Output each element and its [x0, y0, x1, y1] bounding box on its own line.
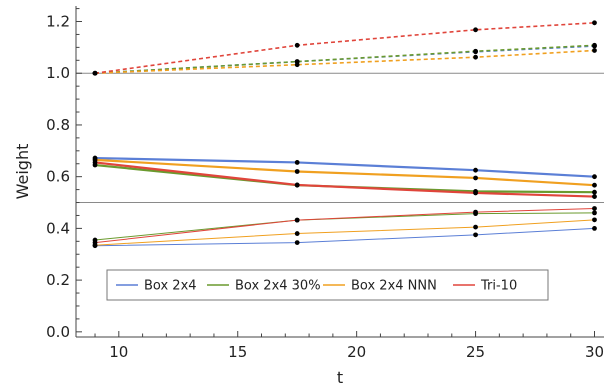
y-tick-label: 1.0: [46, 64, 70, 82]
data-point: [592, 210, 597, 216]
series-line-2-lower: [95, 219, 595, 246]
series-line-2-upper: [94, 49, 595, 75]
y-tick-label: 0.8: [46, 116, 70, 134]
series-line-0-middle: [95, 156, 595, 178]
data-point: [294, 62, 300, 68]
data-point: [473, 190, 478, 196]
data-point: [473, 209, 478, 215]
y-tick-label: 0.6: [46, 168, 70, 186]
series-line-0-upper: [94, 45, 595, 75]
data-point: [592, 42, 597, 48]
data-point: [592, 20, 597, 26]
series-line-3-lower: [94, 207, 595, 244]
series-line-3-middle: [94, 161, 595, 198]
y-tick-label: 0.2: [46, 271, 70, 289]
data-point: [294, 42, 300, 48]
data-point: [592, 174, 597, 180]
data-point: [294, 160, 300, 165]
data-point: [473, 27, 478, 33]
series-line-1-upper: [94, 44, 595, 75]
series-line-2-middle: [94, 158, 595, 187]
axes: 10 15 20 25 30 0.0 0.2 0.4 0.6 0.8 1.0 1.2: [46, 6, 604, 361]
data-point: [294, 231, 300, 236]
data-point: [592, 217, 597, 223]
data-point: [92, 160, 98, 165]
x-tick-label: 15: [228, 343, 247, 361]
data-point: [92, 70, 98, 76]
data-point: [473, 175, 478, 181]
data-point: [294, 240, 300, 246]
data-point: [592, 182, 597, 188]
data-point: [473, 232, 478, 238]
data-point: [473, 48, 478, 54]
data-point: [592, 194, 597, 199]
y-axis-label: Weight: [13, 144, 32, 200]
data-point: [294, 182, 300, 188]
legend: Box 2x4 Box 2x4 30% Box 2x4 NNN Tri-10: [106, 269, 549, 301]
series-line-0-lower: [95, 227, 595, 247]
reference-lines: [76, 72, 604, 204]
data-point: [592, 225, 597, 231]
y-tick-label: 0.0: [46, 323, 70, 341]
data-point: [473, 54, 478, 60]
x-tick-label: 30: [585, 343, 604, 361]
points-layer: [92, 20, 597, 249]
legend-entry: Box 2x4 30%: [235, 279, 321, 294]
data-point: [294, 169, 300, 174]
data-point: [592, 206, 597, 211]
data-point: [592, 48, 597, 53]
data-point: [92, 240, 98, 246]
legend-entry: Box 2x4 NNN: [351, 279, 437, 294]
series-line-1-lower: [94, 212, 595, 241]
data-point: [473, 167, 478, 173]
data-point: [473, 224, 478, 230]
x-tick-label: 25: [466, 343, 485, 361]
x-tick-label: 10: [109, 343, 128, 361]
legend-entry: Tri-10: [480, 279, 517, 294]
y-tick-label: 0.4: [46, 219, 70, 237]
series-layer: [94, 22, 595, 247]
x-tick-label: 20: [347, 343, 366, 361]
x-axis-label: t: [337, 368, 343, 387]
legend-entry: Box 2x4: [144, 279, 197, 294]
series-line-3-upper: [94, 22, 595, 75]
data-point: [294, 217, 300, 223]
y-tick-label: 1.2: [46, 13, 70, 31]
data-point: [592, 189, 597, 195]
